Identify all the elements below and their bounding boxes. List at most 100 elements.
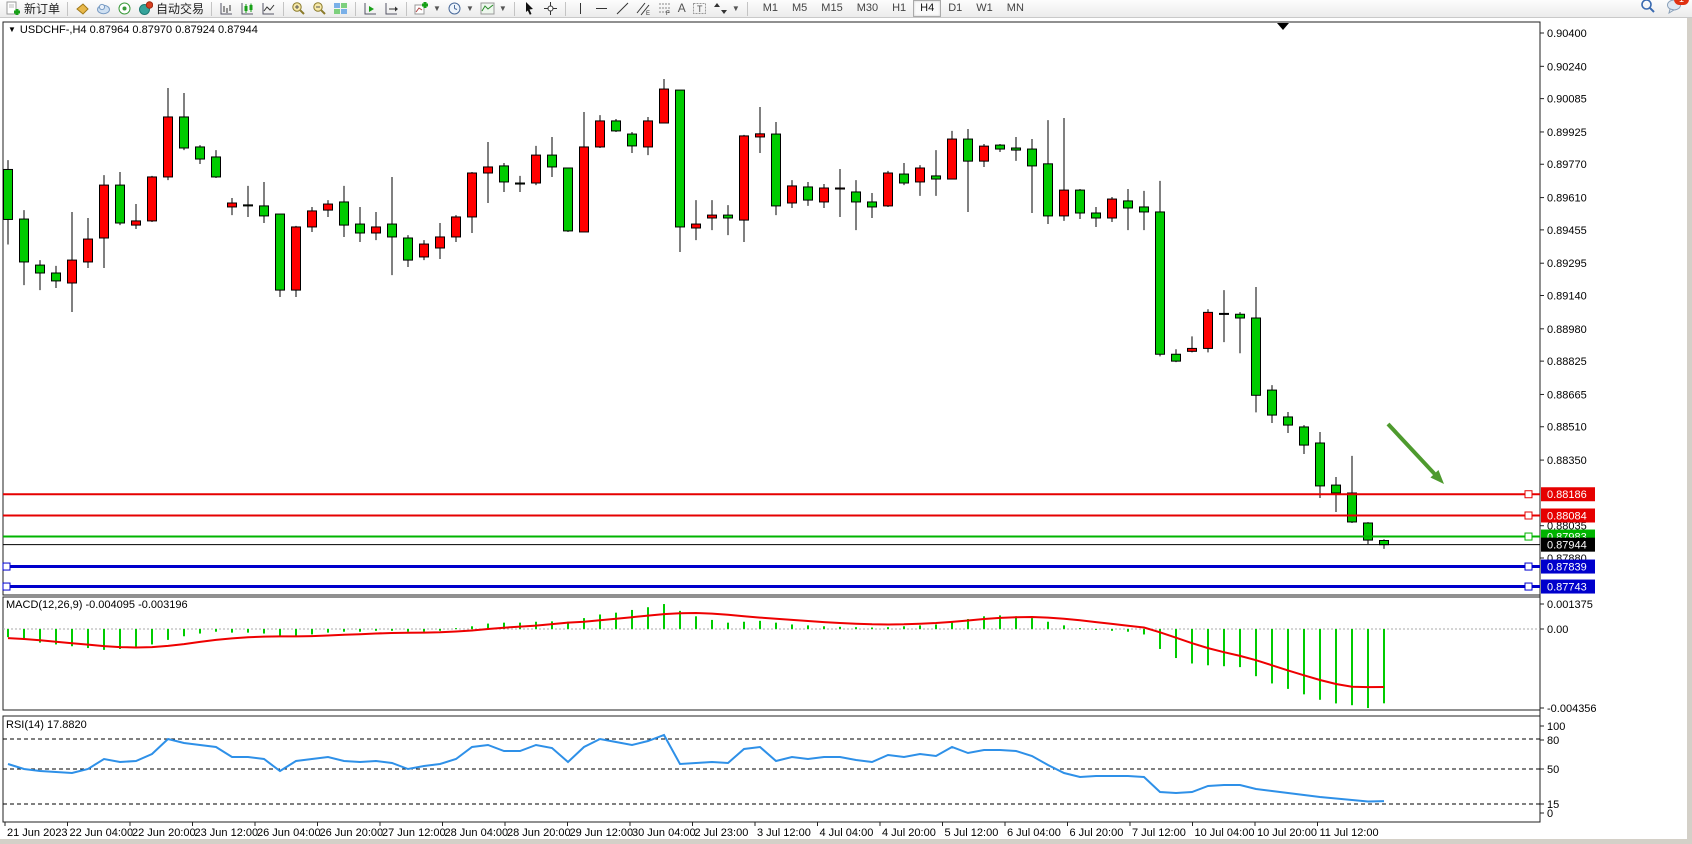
timeframe-h1[interactable]: H1 (892, 2, 907, 14)
price-tick-label: 0.88350 (1547, 455, 1587, 467)
line-handle[interactable] (1524, 511, 1533, 520)
rsi-line (7, 733, 1385, 803)
zoom-in-button[interactable] (288, 1, 309, 17)
line-chart-button[interactable] (258, 1, 279, 17)
tile-windows-button[interactable] (330, 1, 351, 17)
horizontal-level-line[interactable]: 0.87839 (2, 559, 1595, 574)
line-handle[interactable] (2, 582, 11, 591)
candle (931, 150, 941, 196)
text-button[interactable]: A (675, 1, 689, 17)
text-label-button[interactable]: T (689, 1, 710, 17)
candle (867, 192, 877, 218)
candle (1299, 425, 1309, 455)
svg-text:E: E (646, 11, 650, 16)
timeframe-h4[interactable]: H4 (913, 0, 942, 17)
line-handle[interactable] (1524, 582, 1533, 591)
candle (899, 162, 909, 186)
indicators-icon (414, 1, 429, 16)
candle (467, 171, 477, 233)
timeframe-mn[interactable]: MN (1006, 2, 1024, 14)
rsi-scale-label: 15 (1547, 799, 1559, 811)
toolbar-separator (211, 1, 213, 16)
auto-trading-button[interactable]: 自动交易 (135, 1, 207, 17)
candle (1347, 455, 1357, 523)
line-handle[interactable] (1524, 532, 1533, 541)
crosshair-button[interactable] (540, 1, 561, 17)
bar-chart-button[interactable] (216, 1, 237, 17)
auto-trading-icon (138, 1, 154, 16)
candle (531, 145, 541, 186)
price-tick-label: 0.89610 (1547, 193, 1587, 205)
arrows-button[interactable]: ▼ (710, 1, 743, 17)
candle (19, 210, 29, 286)
line-handle[interactable] (1524, 562, 1533, 571)
horizontal-line-icon (594, 1, 609, 16)
fibonacci-button[interactable]: F (654, 1, 675, 17)
candle (611, 119, 621, 132)
timeframe-d1[interactable]: D1 (948, 2, 963, 14)
candle (243, 185, 253, 217)
timeframe-m1[interactable]: M1 (762, 2, 779, 14)
bar-chart-icon (219, 1, 234, 16)
line-handle[interactable] (2, 562, 11, 571)
candle (435, 222, 445, 260)
level-price-tag (1541, 559, 1595, 574)
price-tick-label: 0.90085 (1547, 94, 1587, 106)
macd-scale-label: 0.00 (1547, 624, 1568, 636)
new-order-button[interactable]: 新订单 (3, 1, 63, 17)
trendline-button[interactable] (612, 1, 633, 17)
line-handle[interactable] (1524, 490, 1533, 499)
templates-button[interactable]: ▼ (477, 1, 510, 17)
candle (771, 121, 781, 216)
chart-title: USDCHF-,H4 0.87964 0.87970 0.87924 0.879… (19, 24, 258, 36)
price-axis[interactable]: 0.90400 0.90240 0.90085 0.89925 0.89770 0.896… (1540, 28, 1587, 565)
chat-button[interactable]: 1 (1666, 0, 1689, 19)
periods-button[interactable]: ▼ (444, 1, 477, 17)
trend-arrow[interactable] (1386, 422, 1444, 484)
arrows-icon (713, 1, 728, 16)
price-tick-label: 0.88980 (1547, 324, 1587, 336)
chart-shift-button[interactable] (381, 1, 402, 17)
level-price-tag (1541, 508, 1595, 523)
trendline-icon (615, 1, 630, 16)
chart-shift-marker[interactable] (1277, 23, 1289, 30)
zoom-out-button[interactable] (309, 1, 330, 17)
timeframe-w1[interactable]: W1 (976, 2, 993, 14)
candlestick-chart-icon (240, 1, 255, 16)
profiles-button[interactable] (93, 1, 114, 17)
channel-button[interactable]: E (633, 1, 654, 17)
candlestick-chart-button[interactable] (237, 1, 258, 17)
candle (595, 115, 605, 148)
candle (403, 235, 413, 267)
toolbar-separator (513, 1, 515, 16)
candle (339, 185, 349, 237)
text-icon: A (677, 1, 686, 15)
book-button[interactable] (72, 1, 93, 17)
search-icon[interactable] (1640, 0, 1656, 19)
chevron-down-icon: ▼ (433, 4, 441, 13)
horizontal-level-line[interactable]: 0.88084 (3, 508, 1595, 522)
horizontal-level-line[interactable]: 0.88186 (3, 487, 1595, 502)
candle (707, 200, 717, 231)
horizontal-line-button[interactable] (591, 1, 612, 17)
signals-button[interactable] (114, 1, 135, 17)
pane-divider[interactable] (0, 593, 1692, 598)
channel-icon: E (636, 1, 651, 16)
cursor-button[interactable] (519, 1, 540, 17)
collapse-triangle-icon[interactable]: ▼ (8, 25, 16, 34)
chart-canvas[interactable]: 0.90400 0.90240 0.90085 0.89925 0.89770 0.896… (0, 18, 1692, 844)
timeframe-m5[interactable]: M5 (792, 2, 808, 14)
auto-scroll-button[interactable] (360, 1, 381, 17)
candle (83, 217, 93, 268)
candle (499, 162, 509, 192)
pane-divider[interactable] (0, 709, 1692, 717)
notification-badge: 1 (1674, 0, 1689, 5)
vertical-line-button[interactable] (570, 1, 591, 17)
timeframe-m15[interactable]: M15 (821, 2, 843, 14)
candle (819, 184, 829, 208)
price-tick-label: 0.88825 (1547, 356, 1587, 368)
indicators-button[interactable]: ▼ (411, 1, 444, 17)
horizontal-level-line[interactable]: 0.87743 (2, 579, 1595, 594)
timeframe-m30[interactable]: M30 (856, 2, 879, 14)
